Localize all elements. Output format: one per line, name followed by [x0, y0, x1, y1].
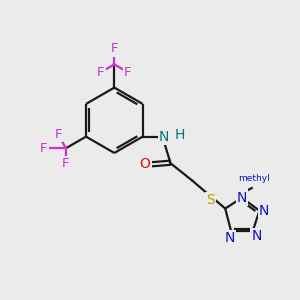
Text: O: O — [140, 157, 151, 171]
Text: F: F — [40, 142, 47, 155]
Text: S: S — [206, 193, 215, 207]
Text: H: H — [174, 128, 185, 142]
Text: N: N — [251, 229, 262, 243]
Text: F: F — [62, 157, 70, 170]
Text: F: F — [97, 66, 105, 79]
Text: N: N — [224, 231, 235, 245]
Text: N: N — [259, 204, 269, 218]
Text: N: N — [237, 190, 247, 205]
Text: N: N — [159, 130, 169, 144]
Text: F: F — [55, 128, 62, 141]
Text: methyl: methyl — [238, 174, 270, 183]
Text: F: F — [124, 66, 131, 79]
Text: F: F — [111, 42, 118, 56]
